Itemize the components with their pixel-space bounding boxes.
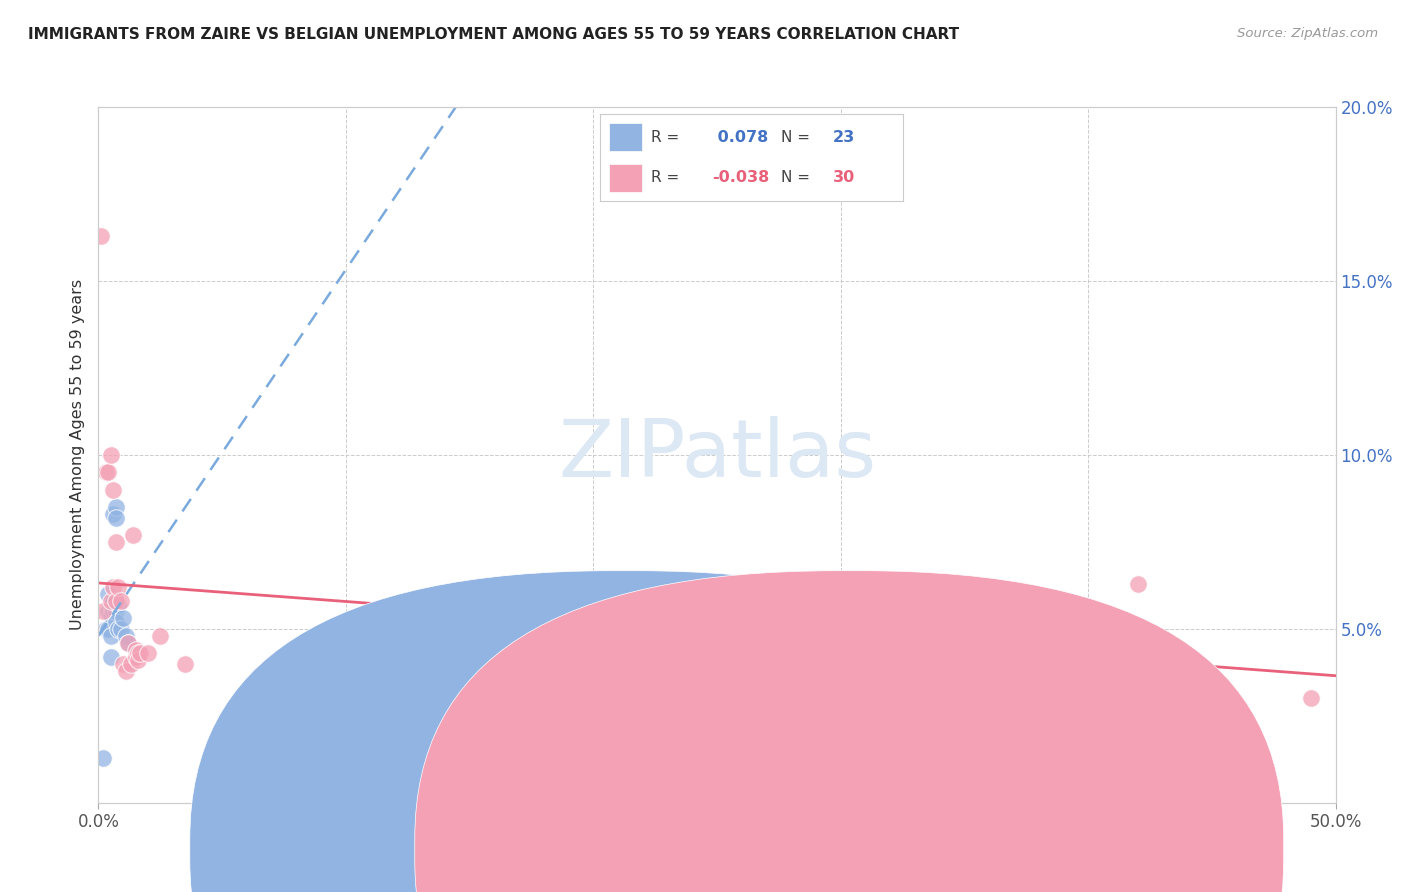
Point <box>117 636 139 650</box>
Y-axis label: Unemployment Among Ages 55 to 59 years: Unemployment Among Ages 55 to 59 years <box>70 279 86 631</box>
Point <box>94 622 117 636</box>
Point <box>100 598 122 612</box>
Point <box>149 629 172 643</box>
Point <box>124 642 146 657</box>
Point <box>127 653 149 667</box>
Point <box>136 646 159 660</box>
Point <box>103 605 125 619</box>
Point <box>953 664 976 678</box>
Point <box>90 228 112 243</box>
Point <box>127 646 149 660</box>
Point <box>114 664 136 678</box>
Point <box>129 646 152 660</box>
Point <box>103 594 125 608</box>
Point <box>174 657 197 671</box>
Point <box>120 657 142 671</box>
Text: Immigrants from Zaire: Immigrants from Zaire <box>647 842 828 857</box>
Point <box>97 605 120 619</box>
Point <box>103 580 125 594</box>
Text: ZIPatlas: ZIPatlas <box>558 416 876 494</box>
Point <box>114 629 136 643</box>
Point <box>94 466 117 480</box>
Point <box>100 594 122 608</box>
Point <box>103 483 125 497</box>
Point <box>100 649 122 664</box>
Point <box>104 594 127 608</box>
Point <box>100 607 122 622</box>
Point <box>117 636 139 650</box>
Point <box>100 629 122 643</box>
Text: Belgians: Belgians <box>872 842 941 857</box>
Point <box>104 605 127 619</box>
Point <box>97 587 120 601</box>
Point <box>107 622 129 636</box>
Point <box>93 750 115 764</box>
Point <box>112 657 135 671</box>
Point <box>122 528 145 542</box>
Point <box>104 510 127 524</box>
Point <box>93 605 115 619</box>
Point <box>582 576 605 591</box>
Point <box>110 622 132 636</box>
Point <box>104 534 127 549</box>
Point <box>110 594 132 608</box>
Point <box>112 611 135 625</box>
Point <box>104 615 127 629</box>
Point <box>124 649 146 664</box>
Point <box>1126 576 1149 591</box>
Point <box>103 507 125 521</box>
Point <box>97 622 120 636</box>
Text: Source: ZipAtlas.com: Source: ZipAtlas.com <box>1237 27 1378 40</box>
Point <box>107 598 129 612</box>
Point <box>107 580 129 594</box>
Point <box>104 500 127 514</box>
Text: IMMIGRANTS FROM ZAIRE VS BELGIAN UNEMPLOYMENT AMONG AGES 55 TO 59 YEARS CORRELAT: IMMIGRANTS FROM ZAIRE VS BELGIAN UNEMPLO… <box>28 27 959 42</box>
Point <box>97 466 120 480</box>
Point <box>1299 691 1322 706</box>
Point <box>104 594 127 608</box>
Point <box>693 657 716 671</box>
Point <box>100 448 122 462</box>
